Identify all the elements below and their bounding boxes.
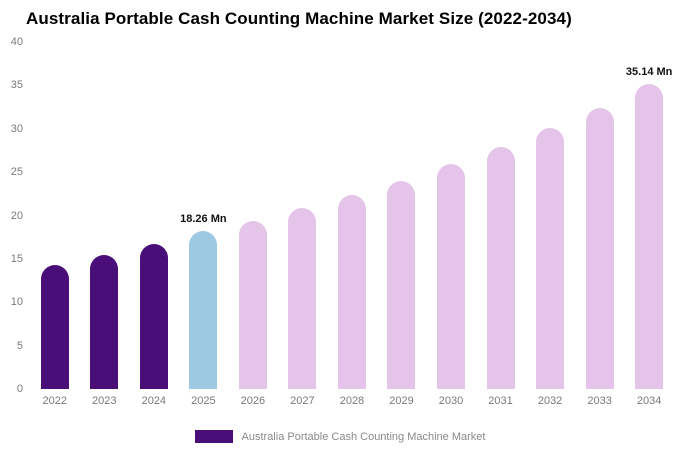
bar-2027 <box>288 207 317 389</box>
legend: Australia Portable Cash Counting Machine… <box>0 430 680 443</box>
x-tick-label: 2028 <box>339 395 365 407</box>
bar-2026 <box>238 220 267 389</box>
y-tick-label: 5 <box>16 339 23 352</box>
bar-2023 <box>90 254 119 389</box>
x-tick-label: 2030 <box>438 395 464 407</box>
bar-slot <box>377 42 427 389</box>
x-tick-label: 2031 <box>488 395 513 407</box>
bar-slot <box>278 42 328 389</box>
bar-slot: 35.14 Mn <box>624 42 674 389</box>
y-axis: 0 5 10 15 20 25 30 35 40 <box>0 36 26 395</box>
y-tick-label: 40 <box>10 36 23 48</box>
x-axis: 2022 2023 2024 2025 2026 2027 2028 2029 2030 2031… <box>30 395 674 407</box>
legend-swatch <box>194 430 233 443</box>
bar-2029 <box>387 180 416 389</box>
bar-2034 <box>635 84 664 389</box>
bar-slot <box>80 42 130 389</box>
bar-2031 <box>486 146 515 389</box>
x-tick-label: 2032 <box>537 395 563 407</box>
bar-2030 <box>437 164 466 389</box>
bar-slot <box>426 42 476 389</box>
plot-area: 18.26 Mn 35.14 Mn <box>30 42 674 389</box>
x-tick-label: 2026 <box>240 395 266 407</box>
y-tick-label: 0 <box>16 383 23 395</box>
x-tick-label: 2022 <box>42 395 67 407</box>
y-tick-label: 30 <box>10 122 23 135</box>
bar-slot <box>30 42 80 389</box>
bar-slot: 18.26 Mn <box>179 42 229 389</box>
bar-slot <box>327 42 377 389</box>
chart-title: Australia Portable Cash Counting Machine… <box>26 9 572 28</box>
y-tick-label: 15 <box>10 252 23 265</box>
y-tick-label: 10 <box>10 296 23 309</box>
bar-slot <box>228 42 278 389</box>
y-tick-label: 20 <box>10 209 23 222</box>
bar-slot <box>129 42 179 389</box>
value-label-2034: 35.14 Mn <box>625 66 673 79</box>
bar-2025 <box>189 230 218 389</box>
bar-2024 <box>139 244 168 389</box>
x-tick-label: 2034 <box>636 395 662 407</box>
bar-slot <box>476 42 526 389</box>
x-tick-label: 2029 <box>389 395 414 407</box>
bar-2022 <box>40 264 69 389</box>
x-tick-label: 2033 <box>587 395 612 407</box>
bar-2032 <box>536 127 565 389</box>
x-tick-label: 2027 <box>290 395 315 407</box>
bar-2033 <box>585 107 614 389</box>
bar-slot <box>525 42 575 389</box>
bar-slot <box>575 42 625 389</box>
x-tick-label: 2023 <box>92 395 117 407</box>
legend-label: Australia Portable Cash Counting Machine… <box>241 430 486 443</box>
x-tick-label: 2024 <box>141 395 167 407</box>
bar-2028 <box>337 194 366 389</box>
value-label-2025: 18.26 Mn <box>180 212 227 225</box>
y-tick-label: 25 <box>10 166 23 179</box>
y-tick-label: 35 <box>10 79 23 92</box>
x-tick-label: 2025 <box>191 395 216 407</box>
